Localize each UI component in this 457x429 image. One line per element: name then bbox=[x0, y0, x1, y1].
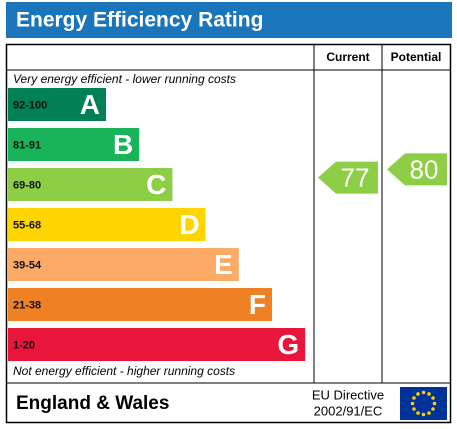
band bbox=[8, 168, 173, 201]
rating-arrow bbox=[387, 153, 447, 186]
star bbox=[427, 392, 431, 396]
rating-arrow bbox=[318, 161, 378, 194]
band-letter: D bbox=[179, 209, 199, 240]
title-bar bbox=[6, 2, 452, 38]
rating-value: 77 bbox=[341, 163, 370, 193]
band-letter: E bbox=[214, 249, 233, 280]
band-range: 39-54 bbox=[13, 259, 42, 271]
frame bbox=[5, 43, 452, 424]
band bbox=[8, 288, 272, 321]
star bbox=[412, 407, 416, 411]
band bbox=[8, 208, 206, 241]
band-range: 55-68 bbox=[13, 219, 41, 231]
band-range: 21-38 bbox=[13, 299, 41, 311]
star bbox=[427, 411, 431, 415]
top-note: Very energy efficient - lower running co… bbox=[13, 72, 236, 86]
rating-value: 80 bbox=[410, 154, 439, 184]
column-header: Potential bbox=[391, 50, 442, 64]
band bbox=[8, 88, 106, 121]
band bbox=[8, 128, 140, 161]
band-letter: B bbox=[113, 129, 133, 160]
band-letter: A bbox=[80, 89, 100, 120]
band bbox=[8, 248, 239, 281]
star bbox=[421, 412, 426, 417]
band-letter: G bbox=[277, 329, 299, 360]
column-header: Current bbox=[326, 50, 369, 64]
bottom-note: Not energy efficient - higher running co… bbox=[13, 364, 235, 378]
star bbox=[410, 401, 415, 406]
star bbox=[416, 392, 420, 396]
star bbox=[432, 401, 437, 406]
directive: EU Directive bbox=[312, 387, 384, 402]
band-letter: C bbox=[146, 169, 166, 200]
directive: 2002/91/EC bbox=[314, 403, 383, 418]
star bbox=[412, 396, 416, 400]
star bbox=[431, 396, 435, 400]
star bbox=[416, 411, 420, 415]
star bbox=[431, 407, 435, 411]
band-range: 92-100 bbox=[13, 99, 47, 111]
band-range: 69-80 bbox=[13, 179, 41, 191]
band-range: 1-20 bbox=[13, 339, 35, 351]
eu-stars bbox=[410, 390, 437, 417]
band-range: 81-91 bbox=[13, 139, 41, 151]
title: Energy Efficiency Rating bbox=[16, 9, 263, 32]
band-letter: F bbox=[249, 289, 266, 320]
star bbox=[421, 390, 426, 395]
band bbox=[8, 328, 306, 361]
region: England & Wales bbox=[16, 393, 169, 414]
